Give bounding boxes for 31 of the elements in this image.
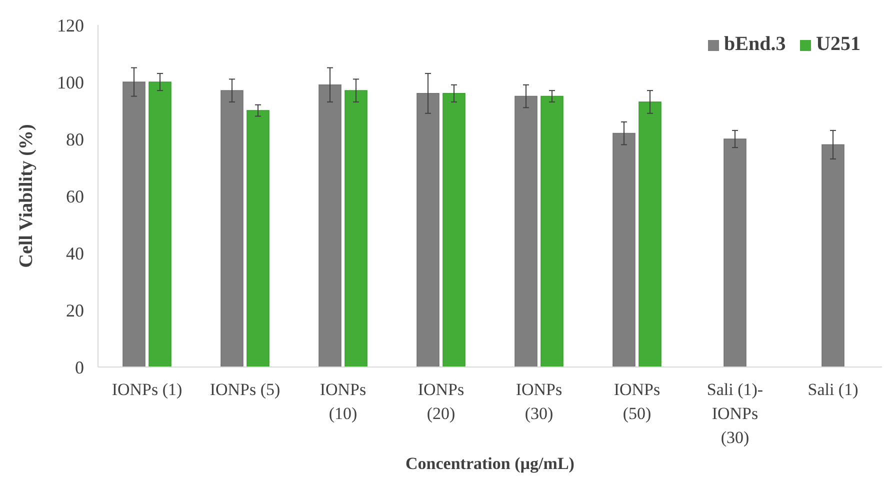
bar — [318, 84, 342, 368]
y-tick-label: 40 — [66, 243, 84, 264]
x-tick-label: IONPs (1) — [112, 380, 182, 399]
x-tick-label: IONPs (5) — [210, 380, 280, 399]
y-tick-label: 60 — [66, 186, 84, 206]
bar — [442, 93, 466, 368]
y-tick-label: 80 — [66, 129, 84, 150]
bar — [540, 96, 564, 368]
x-tick-label: IONPs (20) — [418, 380, 464, 423]
y-tick-label: 100 — [57, 72, 84, 92]
bar — [122, 82, 146, 368]
bar — [514, 96, 538, 368]
x-axis-title: Concentration (µg/mL) — [406, 454, 574, 473]
x-tick-label: IONPs (10) — [320, 380, 366, 423]
x-tick-label: IONPs (30) — [516, 380, 562, 423]
x-tick-label: Sali (1) — [808, 380, 858, 399]
legend-label: bEnd.3 — [724, 33, 786, 55]
x-tick-label: Sali (1)- IONPs (30) — [706, 380, 764, 447]
bar — [148, 82, 172, 368]
bar — [416, 93, 440, 368]
bar — [612, 132, 636, 368]
bar — [638, 102, 662, 368]
bar — [344, 90, 368, 368]
bar — [246, 110, 270, 368]
x-tick-label: IONPs (50) — [614, 380, 660, 423]
y-tick-label: 20 — [66, 300, 84, 320]
y-tick-label: 0 — [75, 357, 84, 378]
y-axis-title: Cell Viability (%) — [16, 124, 37, 268]
y-tick-label: 120 — [57, 15, 84, 36]
bar — [220, 90, 244, 368]
legend-label: U251 — [816, 33, 860, 55]
